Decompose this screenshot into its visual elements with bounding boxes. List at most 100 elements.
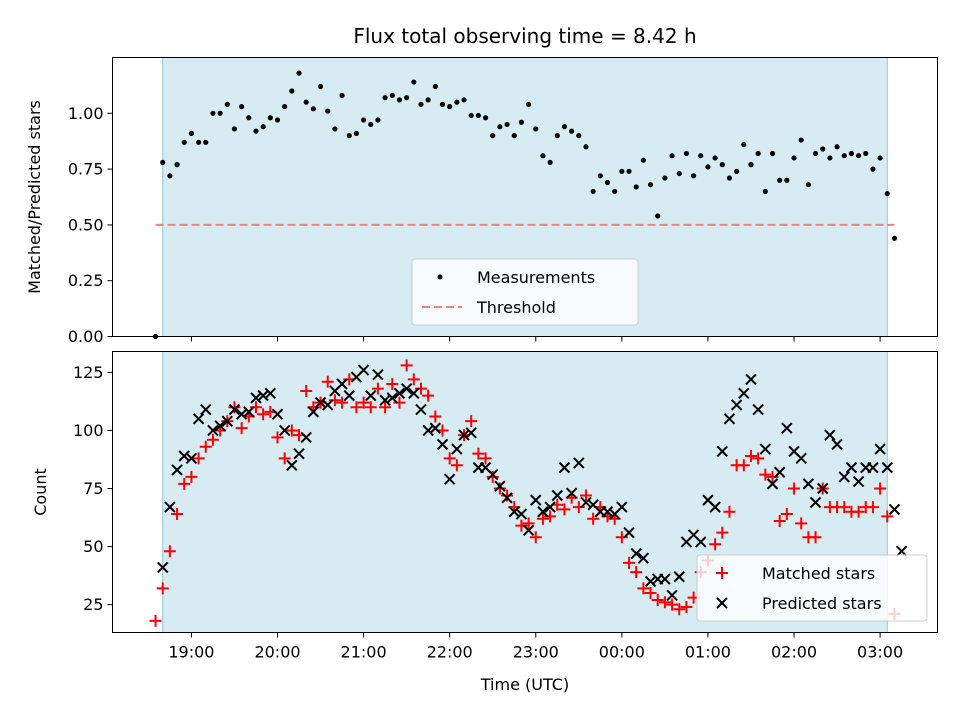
matched-star-point (501, 489, 514, 502)
measurement-point (174, 162, 180, 168)
measurement-point (167, 173, 173, 179)
predicted-star-point (372, 369, 384, 381)
matched-star-point (615, 531, 628, 544)
measurement-point (217, 110, 223, 116)
predicted-star-point (343, 389, 355, 402)
matched-star-point (393, 396, 406, 409)
predicted-star-point (730, 399, 743, 411)
matched-star-point (788, 482, 801, 495)
predicted-star-point (451, 443, 463, 455)
predicted-star-point (257, 389, 269, 402)
matched-star-point (773, 515, 786, 528)
matched-star-point (479, 452, 492, 465)
predicted-star-point (644, 575, 657, 588)
predicted-star-point (537, 506, 549, 518)
measurement-point (289, 88, 295, 94)
top-y-tick-label: 0.00 (68, 327, 104, 346)
predicted-star-point (695, 536, 707, 548)
matched-star-point (350, 401, 363, 414)
predicted-star-point (271, 408, 284, 420)
matched-star-point (874, 482, 887, 495)
bottom-y-axis-label: Count (31, 468, 50, 516)
measurement-point (210, 110, 216, 116)
predicted-star-point (494, 480, 506, 492)
measurement-point (188, 130, 195, 136)
measurement-point (891, 235, 898, 241)
predicted-star-point (845, 461, 858, 474)
measurements-legend-label: Measurements (477, 268, 595, 287)
matched-star-point (709, 538, 722, 551)
predicted-star-point (738, 387, 750, 400)
matched-star-point (572, 501, 585, 514)
measurement-point (604, 179, 611, 186)
matched-star-point (536, 512, 549, 525)
matched-star-point (744, 450, 757, 463)
predicted-star-point (221, 415, 233, 427)
measurement-point (497, 124, 503, 130)
predicted-star-point (508, 506, 520, 518)
measurement-point (647, 182, 654, 188)
measurement-point (748, 162, 754, 168)
predicted-star-point (443, 473, 456, 485)
matched-star-point (364, 401, 377, 414)
matched-star-point (149, 614, 162, 627)
predicted-star-point (745, 373, 757, 386)
measurement-points (152, 70, 898, 340)
measurement-point (726, 175, 733, 181)
measurement-point (619, 168, 625, 174)
top-legend: Measurements Threshold (411, 258, 639, 326)
predicted-legend-marker (716, 597, 728, 609)
predicted-star-point (307, 406, 320, 418)
bottom-x-tick-label: 03:00 (857, 643, 903, 662)
threshold-legend-label: Threshold (476, 298, 556, 317)
predicted-star-point (250, 392, 262, 404)
predicted-star-point (436, 438, 449, 451)
top-y-tick-label: 0.75 (68, 160, 104, 179)
predicted-star-points (157, 364, 908, 602)
measurement-point (841, 153, 847, 159)
predicted-star-point (314, 396, 327, 409)
measurement-point (296, 70, 302, 76)
measurement-point (662, 175, 668, 181)
matched-star-point (673, 603, 686, 616)
predicted-legend-label: Predicted stars (762, 594, 882, 613)
measurement-point (554, 133, 560, 139)
matched-star-point (579, 489, 592, 502)
measurement-point (267, 115, 273, 121)
measurement-point (712, 155, 718, 161)
predicted-star-point (817, 482, 829, 495)
measurement-point (246, 115, 252, 121)
measurement-point (525, 101, 532, 107)
measurement-point (490, 133, 496, 139)
matched-star-point (163, 545, 176, 558)
measurement-point (439, 101, 446, 107)
matched-star-point (400, 359, 413, 372)
matched-star-point (465, 415, 478, 428)
matched-star-point (328, 394, 341, 407)
measurement-point (411, 79, 417, 85)
bottom-x-tick-label: 20:00 (254, 643, 300, 662)
matched-star-point (623, 556, 636, 569)
measurement-point (655, 213, 661, 219)
predicted-star-point (551, 489, 563, 502)
matched-star-point (637, 582, 650, 595)
predicted-star-point (766, 478, 779, 490)
predicted-star-point (164, 501, 176, 513)
predicted-star-point (867, 461, 879, 474)
predicted-star-point (243, 406, 255, 418)
predicted-star-point (573, 457, 585, 469)
predicted-star-point (293, 447, 305, 460)
measurement-point (798, 137, 804, 143)
measurement-point (597, 173, 603, 179)
matched-legend-label: Matched stars (762, 564, 875, 583)
matched-star-point (658, 596, 671, 609)
matched-star-point (866, 501, 879, 514)
predicted-star-point (501, 492, 513, 504)
measurement-point (360, 117, 367, 123)
predicted-star-point (207, 424, 219, 437)
predicted-star-point (773, 466, 786, 478)
predicted-star-point (192, 413, 205, 425)
bottom-y-tick-label: 25 (83, 595, 103, 614)
predicted-star-point (530, 494, 542, 506)
